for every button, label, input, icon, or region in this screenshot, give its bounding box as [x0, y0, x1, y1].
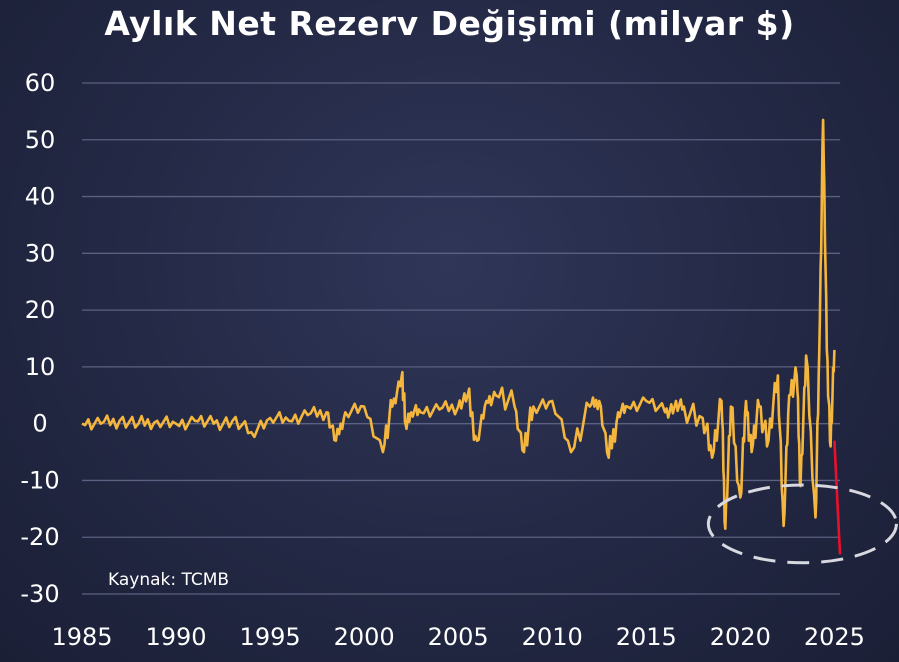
x-axis-ticks: 1985 1990 1995 2000 2005 2010 2015 2020 2025: [51, 623, 864, 651]
x-tick-label: 1995: [240, 623, 301, 651]
x-tick-label: 2020: [710, 623, 771, 651]
x-tick-label: 2015: [616, 623, 677, 651]
chart-title: Aylık Net Rezerv Değişimi (milyar $): [104, 4, 795, 43]
y-tick-label: 30: [25, 239, 56, 267]
x-tick-label: 2010: [522, 623, 583, 651]
highlight-ellipse: [706, 483, 898, 565]
x-tick-label: 2000: [334, 623, 395, 651]
source-label: Kaynak: TCMB: [108, 570, 229, 590]
y-tick-label: -20: [20, 523, 59, 551]
x-tick-label: 1990: [146, 623, 207, 651]
y-tick-label: 20: [25, 296, 56, 324]
y-tick-label: -10: [20, 466, 59, 494]
y-tick-label: 50: [25, 126, 56, 154]
y-tick-label: 0: [32, 410, 47, 438]
x-tick-label: 1985: [51, 623, 112, 651]
y-tick-label: 40: [25, 183, 56, 211]
highlight-group: [706, 483, 898, 565]
series-line: [833, 440, 842, 555]
y-tick-label: 60: [25, 69, 56, 97]
x-tick-label: 2025: [804, 623, 865, 651]
y-axis-ticks: 60 50 40 30 20 10 0 -10 -20 -30: [20, 69, 59, 608]
series-group: [81, 118, 842, 555]
series-line: [81, 118, 836, 530]
gridlines: [82, 82, 840, 595]
y-tick-label: -30: [20, 580, 59, 608]
y-tick-label: 10: [25, 353, 56, 381]
x-tick-label: 2005: [428, 623, 489, 651]
